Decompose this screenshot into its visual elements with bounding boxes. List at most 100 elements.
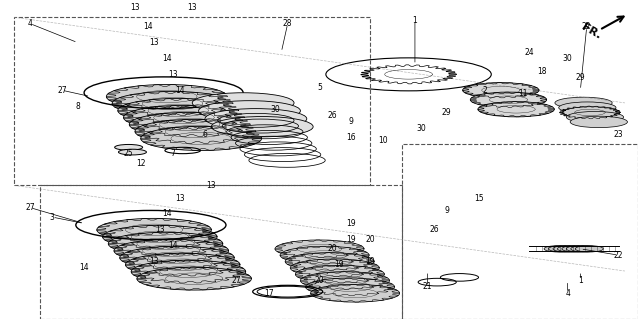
Ellipse shape	[118, 149, 146, 155]
Ellipse shape	[570, 116, 627, 128]
Ellipse shape	[305, 278, 394, 296]
Text: 13: 13	[174, 194, 184, 203]
Ellipse shape	[131, 260, 246, 283]
Ellipse shape	[205, 108, 307, 129]
Ellipse shape	[295, 265, 385, 283]
Ellipse shape	[290, 259, 380, 277]
Text: 1: 1	[413, 16, 417, 25]
Ellipse shape	[562, 107, 620, 118]
Ellipse shape	[108, 232, 223, 255]
Ellipse shape	[571, 246, 599, 252]
Text: 11: 11	[518, 89, 528, 98]
Text: 30: 30	[270, 105, 280, 114]
Text: 4: 4	[565, 289, 570, 298]
Ellipse shape	[275, 240, 364, 258]
Ellipse shape	[97, 218, 212, 241]
Ellipse shape	[544, 246, 572, 252]
Ellipse shape	[141, 126, 261, 150]
Ellipse shape	[125, 253, 240, 276]
Ellipse shape	[112, 92, 233, 116]
Ellipse shape	[285, 252, 374, 270]
Text: 19: 19	[334, 260, 343, 269]
Ellipse shape	[558, 102, 616, 113]
Ellipse shape	[199, 101, 300, 121]
Text: 29: 29	[442, 108, 452, 117]
Text: 27: 27	[25, 203, 35, 212]
Text: 20: 20	[327, 244, 337, 253]
Ellipse shape	[566, 111, 624, 123]
Text: 9: 9	[444, 206, 449, 215]
Ellipse shape	[102, 225, 217, 248]
Text: 2: 2	[482, 86, 488, 95]
Ellipse shape	[553, 246, 581, 252]
Text: 20: 20	[366, 235, 375, 244]
Text: 4: 4	[27, 19, 33, 28]
Ellipse shape	[300, 272, 390, 289]
Text: 8: 8	[75, 101, 80, 111]
Text: 7: 7	[171, 149, 176, 158]
Ellipse shape	[135, 119, 256, 143]
Text: 5: 5	[317, 83, 322, 92]
Ellipse shape	[280, 246, 369, 264]
Ellipse shape	[463, 83, 539, 98]
Text: 13: 13	[156, 225, 166, 234]
Text: 14: 14	[143, 22, 153, 31]
Text: 19: 19	[346, 235, 356, 244]
Text: 16: 16	[346, 133, 356, 142]
Text: 22: 22	[614, 251, 623, 260]
Ellipse shape	[311, 284, 399, 302]
Text: 1: 1	[578, 276, 583, 285]
Text: 26: 26	[429, 225, 439, 234]
Text: 13: 13	[206, 181, 216, 190]
Text: 28: 28	[283, 19, 293, 28]
Ellipse shape	[114, 239, 229, 262]
Ellipse shape	[129, 112, 250, 137]
Ellipse shape	[192, 93, 294, 113]
Text: 13: 13	[150, 38, 159, 47]
Text: 25: 25	[124, 149, 134, 158]
Text: 9: 9	[349, 117, 354, 126]
Ellipse shape	[118, 99, 239, 123]
Text: 13: 13	[150, 257, 159, 266]
Text: 17: 17	[264, 289, 273, 298]
Text: 13: 13	[187, 3, 197, 12]
Text: 29: 29	[576, 73, 585, 82]
Ellipse shape	[470, 92, 546, 107]
Ellipse shape	[566, 246, 594, 252]
Ellipse shape	[575, 246, 603, 252]
Text: 14: 14	[168, 241, 178, 250]
Text: 15: 15	[473, 194, 483, 203]
Ellipse shape	[557, 246, 585, 252]
Text: 14: 14	[162, 54, 172, 63]
Text: 12: 12	[137, 159, 146, 168]
Text: 30: 30	[417, 124, 426, 133]
Text: 19: 19	[366, 257, 375, 266]
Ellipse shape	[212, 116, 313, 137]
Ellipse shape	[137, 267, 251, 290]
Text: 10: 10	[378, 136, 388, 146]
Text: 30: 30	[563, 54, 573, 63]
Text: 23: 23	[613, 130, 623, 139]
Text: 14: 14	[79, 263, 89, 272]
Text: 21: 21	[423, 282, 433, 292]
Ellipse shape	[555, 97, 612, 108]
Text: FR.: FR.	[580, 22, 603, 42]
Ellipse shape	[119, 246, 235, 269]
Text: 14: 14	[162, 209, 172, 219]
Text: 6: 6	[203, 130, 208, 139]
Text: 3: 3	[50, 212, 55, 222]
Text: 24: 24	[525, 48, 534, 57]
Text: 22: 22	[582, 22, 592, 31]
Text: 27: 27	[232, 276, 242, 285]
Text: 26: 26	[327, 111, 337, 120]
Ellipse shape	[114, 144, 142, 150]
Text: 18: 18	[537, 67, 547, 76]
Text: 13: 13	[168, 70, 178, 79]
Text: 27: 27	[57, 86, 66, 95]
Ellipse shape	[548, 246, 576, 252]
Ellipse shape	[562, 246, 590, 252]
Ellipse shape	[123, 105, 245, 130]
Text: 13: 13	[130, 3, 140, 12]
Text: 19: 19	[346, 219, 356, 228]
Text: 14: 14	[174, 86, 184, 95]
